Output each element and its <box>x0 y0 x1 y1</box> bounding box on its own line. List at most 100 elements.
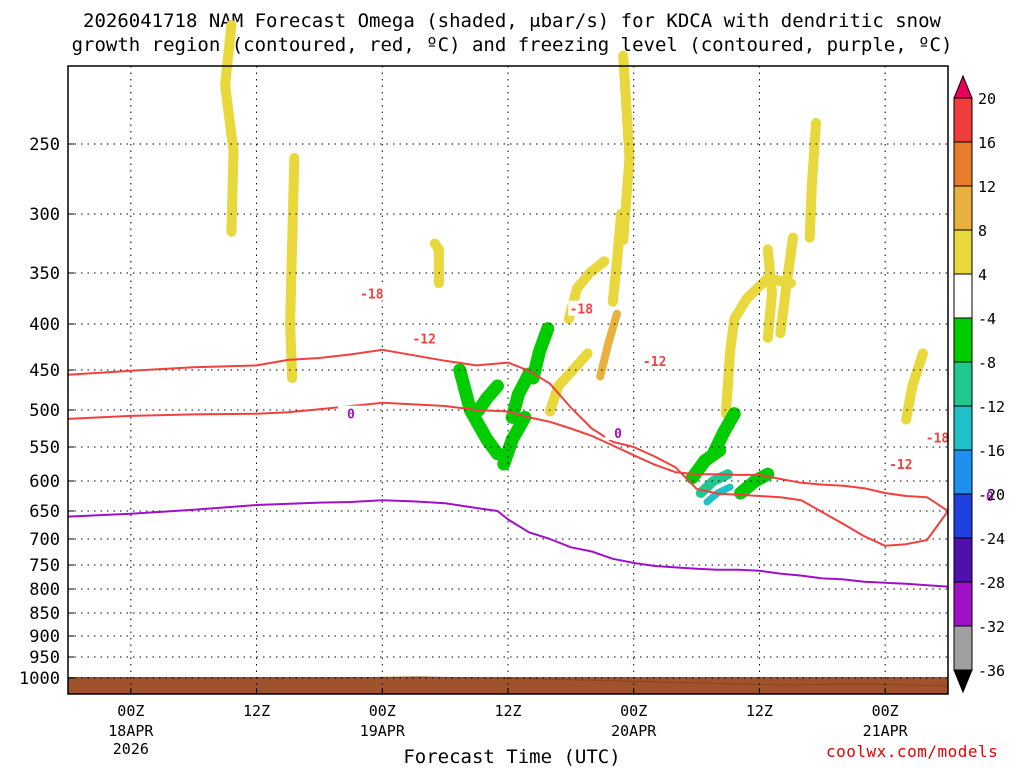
colorbar-box-9 <box>953 449 973 495</box>
omega-region-4-12 <box>775 232 798 339</box>
colorbar-label-4: 8 <box>978 222 987 240</box>
x-tick-label-12: 12Z <box>243 702 270 720</box>
y-tick-label-850: 850 <box>29 604 60 624</box>
omega-region-4-10 <box>607 209 627 307</box>
colorbar-label-12: -28 <box>978 574 1005 592</box>
colorbar-label-5: 4 <box>978 266 987 284</box>
colorbar-box-4 <box>953 229 973 275</box>
colorbar-label-13: -32 <box>978 618 1005 636</box>
y-tick-label-1000: 1000 <box>19 669 60 689</box>
colorbar-label-6: -4 <box>978 310 996 328</box>
y-tick-label-900: 900 <box>29 627 60 647</box>
ground-fill <box>68 677 948 694</box>
x-tick-label-24: 00Z <box>369 702 396 720</box>
ground-top-edge <box>68 676 949 687</box>
colorbar-box-13 <box>953 625 973 671</box>
x-tick-label-48: 00Z <box>620 702 647 720</box>
omega-region-4-3 <box>429 238 444 289</box>
ground-layer <box>68 676 949 694</box>
contour-line-0 <box>67 499 949 588</box>
x-tick-sublabel-24-1: 19APR <box>360 722 406 740</box>
y-tick-label-550: 550 <box>29 438 60 458</box>
colorbar-label-14: -36 <box>978 662 1005 680</box>
y-tick-label-350: 350 <box>29 264 60 284</box>
omega-region-neg4-20 <box>706 407 741 461</box>
y-tick-label-400: 400 <box>29 315 60 335</box>
colorbar-box-12 <box>953 581 973 627</box>
contour-label-0-3: 0 <box>986 490 994 505</box>
omega-region-4-2 <box>220 20 239 237</box>
y-tick-label-300: 300 <box>29 205 60 225</box>
colorbar-label-11: -24 <box>978 530 1005 548</box>
contour-label-neg12-3: -12 <box>889 458 912 473</box>
colorbar-label-7: -8 <box>978 354 996 372</box>
x-tick-sublabel-72-1: 21APR <box>863 722 909 740</box>
contour-label-bg-neg18-2 <box>568 300 595 316</box>
contour-label-neg12-2: -12 <box>643 355 666 370</box>
x-tick-sublabel-0-1: 18APR <box>108 722 154 740</box>
omega-region-neg4-18 <box>526 322 555 385</box>
y-tick-label-600: 600 <box>29 472 60 492</box>
omega-region-4-1 <box>285 153 300 383</box>
colorbar-box-11 <box>953 537 973 583</box>
contour-label-neg18-2: -18 <box>570 303 594 318</box>
omega-region-4-7 <box>544 348 593 417</box>
colorbar-label-1: 20 <box>978 90 996 108</box>
chart-title-line-2: growth region (contoured, red, ºC) and f… <box>71 34 953 56</box>
contour-line-neg18 <box>67 348 949 547</box>
omega-region-neg4-16 <box>497 410 532 471</box>
contour-label-bg-0-2 <box>605 424 631 440</box>
contour-line-neg12 <box>67 401 949 512</box>
colorbar-box-8 <box>953 405 973 451</box>
omega-region-neg8-22 <box>695 469 733 498</box>
y-tick-label-950: 950 <box>29 648 60 668</box>
grid-layer <box>68 66 948 694</box>
x-tick-label-72: 00Z <box>872 702 899 720</box>
colorbar-label-10: -20 <box>978 486 1005 504</box>
contour-label-bg-neg12-3 <box>887 456 914 471</box>
y-tick-label-750: 750 <box>29 556 60 576</box>
contour-layer: -18 -18 -18 -12 -12 -12 0 0 0 <box>67 285 1003 588</box>
colorbar-box-2 <box>953 141 973 187</box>
omega-region-neg4-15 <box>505 367 536 424</box>
contour-label-bg-0-3 <box>976 488 1003 503</box>
contour-label-neg18-1: -18 <box>360 287 384 302</box>
omega-region-8-13 <box>596 309 621 381</box>
contour-label-0-2: 0 <box>614 427 622 442</box>
colorbar-label-9: -16 <box>978 442 1005 460</box>
omega-region-4-8 <box>901 348 928 425</box>
contour-label-neg18-3: -18 <box>926 431 950 446</box>
colorbar-label-8: -12 <box>978 398 1005 416</box>
omega-region-4-6 <box>762 244 777 343</box>
chart-title-line-1: 2026041718 NAM Forecast Omega (shaded, μ… <box>83 10 941 32</box>
contour-label-bg-0-1 <box>337 405 364 421</box>
colorbar: 20 16 12 8 4 -4 -8 -12 -16 -20 -24 -28 -32 -36 <box>953 74 1005 694</box>
y-tick-label-500: 500 <box>29 401 60 421</box>
colorbar-label-2: 16 <box>978 134 996 152</box>
x-tick-sublabel-48-1: 20APR <box>611 722 657 740</box>
y-tick-label-650: 650 <box>29 502 60 522</box>
contour-label-bg-neg18-3 <box>924 429 951 445</box>
y-tick-label-450: 450 <box>29 361 60 381</box>
contour-label-bg-neg12-1 <box>411 330 438 346</box>
contour-label-bg-neg18-1 <box>358 285 385 301</box>
contour-label-neg12-1: -12 <box>412 333 435 348</box>
x-axis-label: Forecast Time (UTC) <box>403 746 621 768</box>
axis-layer: 250 300 350 400 450 500 550 600 650 700 750 800 850 9… <box>19 65 949 758</box>
colorbar-top-triangle <box>953 74 973 99</box>
x-tick-label-0: 00Z <box>117 702 144 720</box>
omega-region-neg4-14 <box>453 363 504 461</box>
colorbar-bottom-triangle <box>953 669 973 694</box>
colorbar-box-6 <box>953 317 973 363</box>
omega-region-4-11 <box>804 118 821 243</box>
credit-text: coolwx.com/models <box>826 742 999 761</box>
colorbar-label-3: 12 <box>978 178 996 196</box>
contour-label-0-1: 0 <box>347 408 355 423</box>
y-tick-label-700: 700 <box>29 530 60 550</box>
colorbar-box-3 <box>953 185 973 231</box>
y-tick-label-250: 250 <box>29 135 60 155</box>
colorbar-box-10 <box>953 493 973 539</box>
x-tick-label-36: 12Z <box>494 702 521 720</box>
colorbar-box-1 <box>953 97 973 143</box>
